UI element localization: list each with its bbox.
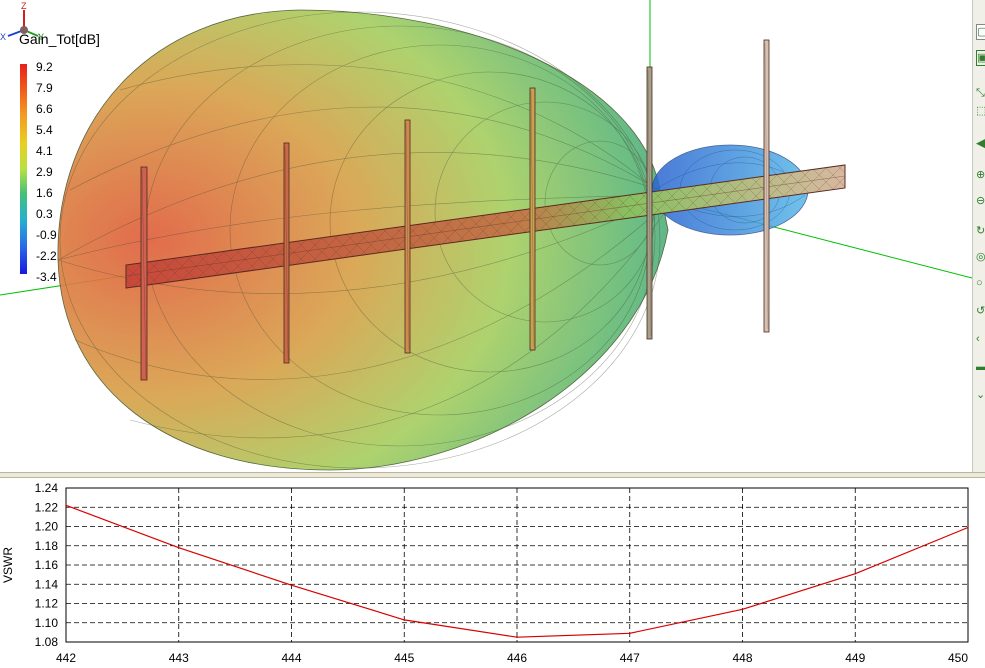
series-point [516,636,518,638]
rotate-left-icon[interactable]: ◀ [976,136,985,150]
minus-icon[interactable]: ▬ [976,361,985,373]
series [65,504,969,638]
legend-tick: 9.2 [36,60,53,74]
rotate-icon[interactable]: ↻ [976,225,985,237]
legend-tick: 1.6 [36,186,53,200]
undo-view-icon[interactable]: ↺ [976,305,985,317]
x-tick-label: 444 [281,651,301,665]
x-tick-label: 449 [845,651,865,665]
radiation-pattern-scene [0,0,972,471]
panel-splitter[interactable] [0,472,985,478]
x-tick-label: 446 [507,651,527,665]
legend-tick: -2.2 [36,249,57,263]
legend-tick: 4.1 [36,144,53,158]
legend-tick: 7.9 [36,81,53,95]
antenna-elements [140,39,770,381]
x-tick-label: 442 [56,651,76,665]
y-tick-labels: 1.24 1.22 1.20 1.18 1.16 1.14 1.12 1.10 1.08 [35,481,59,649]
axis-triad-icon: Z X Y [0,1,44,42]
color-legend: 9.2 7.9 6.6 5.4 4.1 2.9 1.6 0.3 -0.9 -2.… [20,60,80,286]
vswr-plot-panel: 1.24 1.22 1.20 1.18 1.16 1.14 1.12 1.10 1.08 442… [0,478,985,668]
series-point [65,504,67,507]
series-point [967,526,969,529]
legend-tick: -3.4 [36,270,57,284]
x-tick-label: 450 [948,651,968,665]
y-tick-label: 1.16 [35,558,59,572]
view-toolbar: ▢ ▣ ⤡ ⬚ ◀ ⊕ ⊖ ↻ ◎ ○ ↺ ‹ ▬ ⌄ [972,0,985,472]
arrow-left-icon[interactable]: ‹ [976,333,980,345]
triad-x-label: X [0,32,6,42]
x-tick-label: 445 [394,651,414,665]
y-tick-label: 1.24 [35,481,59,495]
y-tick-label: 1.22 [35,500,59,514]
arrow-down-icon[interactable]: ⌄ [976,389,985,401]
legend-tick: 0.3 [36,207,53,221]
x-tick-label: 447 [620,651,640,665]
color-scale-bar [20,64,27,274]
series-point [177,546,180,549]
spin-icon[interactable]: ○ [976,277,983,289]
y-tick-label: 1.08 [35,635,59,649]
x-tick-labels: 442 443 444 445 446 447 448 449 450 [56,651,968,665]
x-tick-label: 443 [169,651,189,665]
orbit-icon[interactable]: ◎ [976,251,985,263]
legend-tick: 2.9 [36,165,53,179]
legend-title: Gain_Tot[dB] [19,31,100,47]
fit-icon[interactable]: ▣ [976,50,985,66]
series-point [403,619,406,621]
series-point [854,572,857,575]
zoom-in-icon[interactable]: ⊕ [976,169,985,181]
element-mesh [141,42,769,379]
y-axis-label: VSWR [1,547,15,583]
series-point [290,584,293,587]
y-tick-label: 1.14 [35,577,59,591]
triad-y-label: Y [38,32,44,42]
y-tick-label: 1.20 [35,520,59,534]
series-point [741,608,744,611]
legend-tick: 5.4 [36,123,53,137]
legend-tick: 6.6 [36,102,53,116]
legend-tick: -0.9 [36,228,57,242]
series-point [628,632,631,635]
y-tick-label: 1.10 [35,616,59,630]
vswr-chart: 1.24 1.22 1.20 1.18 1.16 1.14 1.12 1.10 1.08 442… [1,481,969,665]
zoom-window-icon[interactable]: ⬚ [976,105,985,117]
pan-icon[interactable]: ⤡ [976,87,985,99]
select-icon[interactable]: ▢ [976,24,985,40]
y-tick-label: 1.12 [35,597,59,611]
grid [66,488,968,642]
triad-z-label: Z [21,1,27,11]
zoom-out-icon[interactable]: ⊖ [976,195,985,207]
antenna-boom [125,164,846,289]
y-tick-label: 1.18 [35,539,59,553]
x-tick-label: 448 [732,651,752,665]
3d-viewport[interactable]: Gain_Tot[dB] 9.2 7.9 6.6 5.4 4.1 2.9 1.6… [0,0,972,472]
